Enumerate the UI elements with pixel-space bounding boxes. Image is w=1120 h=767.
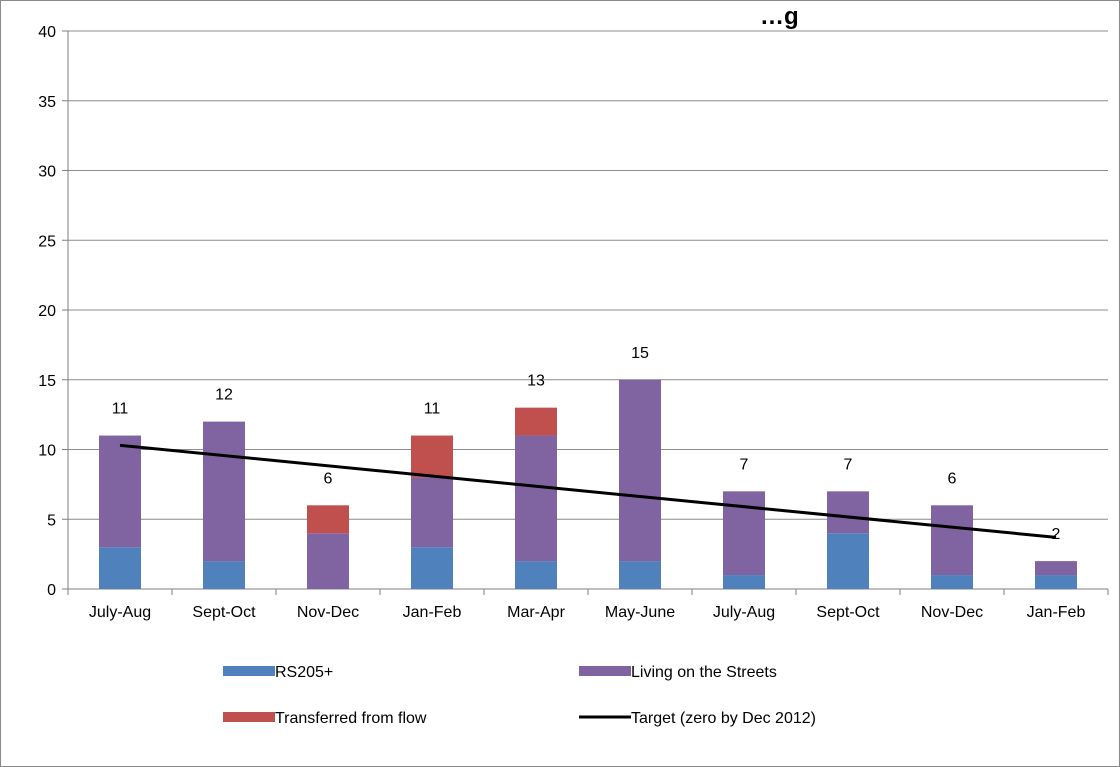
legend-swatch-rs205 [223, 666, 275, 676]
bar-segment-living-on-streets [203, 421, 245, 562]
bar-segment-rs205 [99, 547, 141, 589]
x-tick-label: Nov-Dec [921, 604, 983, 621]
legend-label-transferred: Transferred from flow [275, 710, 427, 727]
y-tick-label: 0 [47, 582, 56, 599]
bar-total-label: 6 [948, 470, 957, 487]
x-tick-label: Mar-Apr [507, 604, 565, 621]
y-axis-ticks: 0 5 10 15 20 25 30 35 40 [38, 24, 56, 599]
bar-segment-living-on-streets [515, 435, 557, 562]
x-tick-label: Sept-Oct [816, 604, 880, 621]
legend-swatch-transferred [223, 712, 275, 722]
bar-total-label: 11 [112, 401, 129, 418]
y-tick-label: 30 [38, 164, 56, 181]
data-labels: 11 12 6 11 13 15 7 7 6 2 [112, 345, 1061, 543]
x-tick-label: Jan-Feb [1027, 604, 1086, 621]
bar-segment-living-on-streets [619, 379, 661, 562]
bars [99, 379, 1077, 589]
legend-label-target: Target (zero by Dec 2012) [631, 710, 816, 727]
y-tick-label: 35 [38, 94, 56, 111]
y-tick-label: 15 [38, 373, 56, 390]
bar-total-label: 6 [324, 470, 333, 487]
bar-segment-rs205 [931, 575, 973, 589]
legend-label-rs205: RS205+ [275, 664, 333, 681]
y-tick-label: 20 [38, 303, 56, 320]
bar-total-label: 13 [527, 373, 545, 390]
x-tick-label: Sept-Oct [192, 604, 256, 621]
x-tick-label: July-Aug [713, 604, 775, 621]
x-tick-label: July-Aug [89, 604, 151, 621]
target-line [119, 443, 1057, 539]
x-tick-label: Jan-Feb [403, 604, 462, 621]
bar-segment-rs205 [515, 561, 557, 589]
bar-segment-rs205 [1035, 575, 1077, 589]
bar-total-label: 2 [1052, 526, 1061, 543]
legend: RS205+ Living on the Streets Transferred… [223, 664, 816, 727]
bar-segment-living-on-streets [1035, 561, 1077, 576]
bar-segment-rs205 [619, 561, 661, 589]
chart-title: …g [760, 3, 799, 30]
bar-segment-transferred [307, 505, 349, 534]
bar-segment-living-on-streets [931, 505, 973, 576]
bar-total-label: 11 [424, 401, 441, 418]
bar-segment-transferred [411, 435, 453, 478]
bar-segment-rs205 [723, 575, 765, 589]
y-tick-label: 10 [38, 443, 56, 460]
x-tick-label: May-June [605, 604, 675, 621]
bar-segment-rs205 [827, 533, 869, 589]
y-tick-label: 5 [47, 512, 56, 529]
x-axis-ticks: July-Aug Sept-Oct Nov-Dec Jan-Feb Mar-Apr May… [89, 604, 1086, 621]
bar-segment-rs205 [411, 547, 453, 589]
bar-segment-rs205 [203, 561, 245, 589]
bar-total-label: 12 [215, 387, 233, 404]
bar-segment-living-on-streets [99, 435, 141, 548]
bar-segment-transferred [515, 407, 557, 436]
bar-total-label: 15 [631, 345, 649, 362]
bar-total-label: 7 [740, 456, 749, 473]
bar-segment-living-on-streets [827, 491, 869, 534]
legend-label-living-on-streets: Living on the Streets [631, 664, 777, 681]
x-tick-label: Nov-Dec [297, 604, 359, 621]
bar-segment-living-on-streets [411, 477, 453, 548]
y-tick-label: 40 [38, 24, 56, 41]
bar-segment-living-on-streets [307, 533, 349, 589]
legend-swatch-living-on-streets [579, 666, 631, 676]
y-tick-label: 25 [38, 233, 56, 250]
bar-total-label: 7 [844, 456, 853, 473]
